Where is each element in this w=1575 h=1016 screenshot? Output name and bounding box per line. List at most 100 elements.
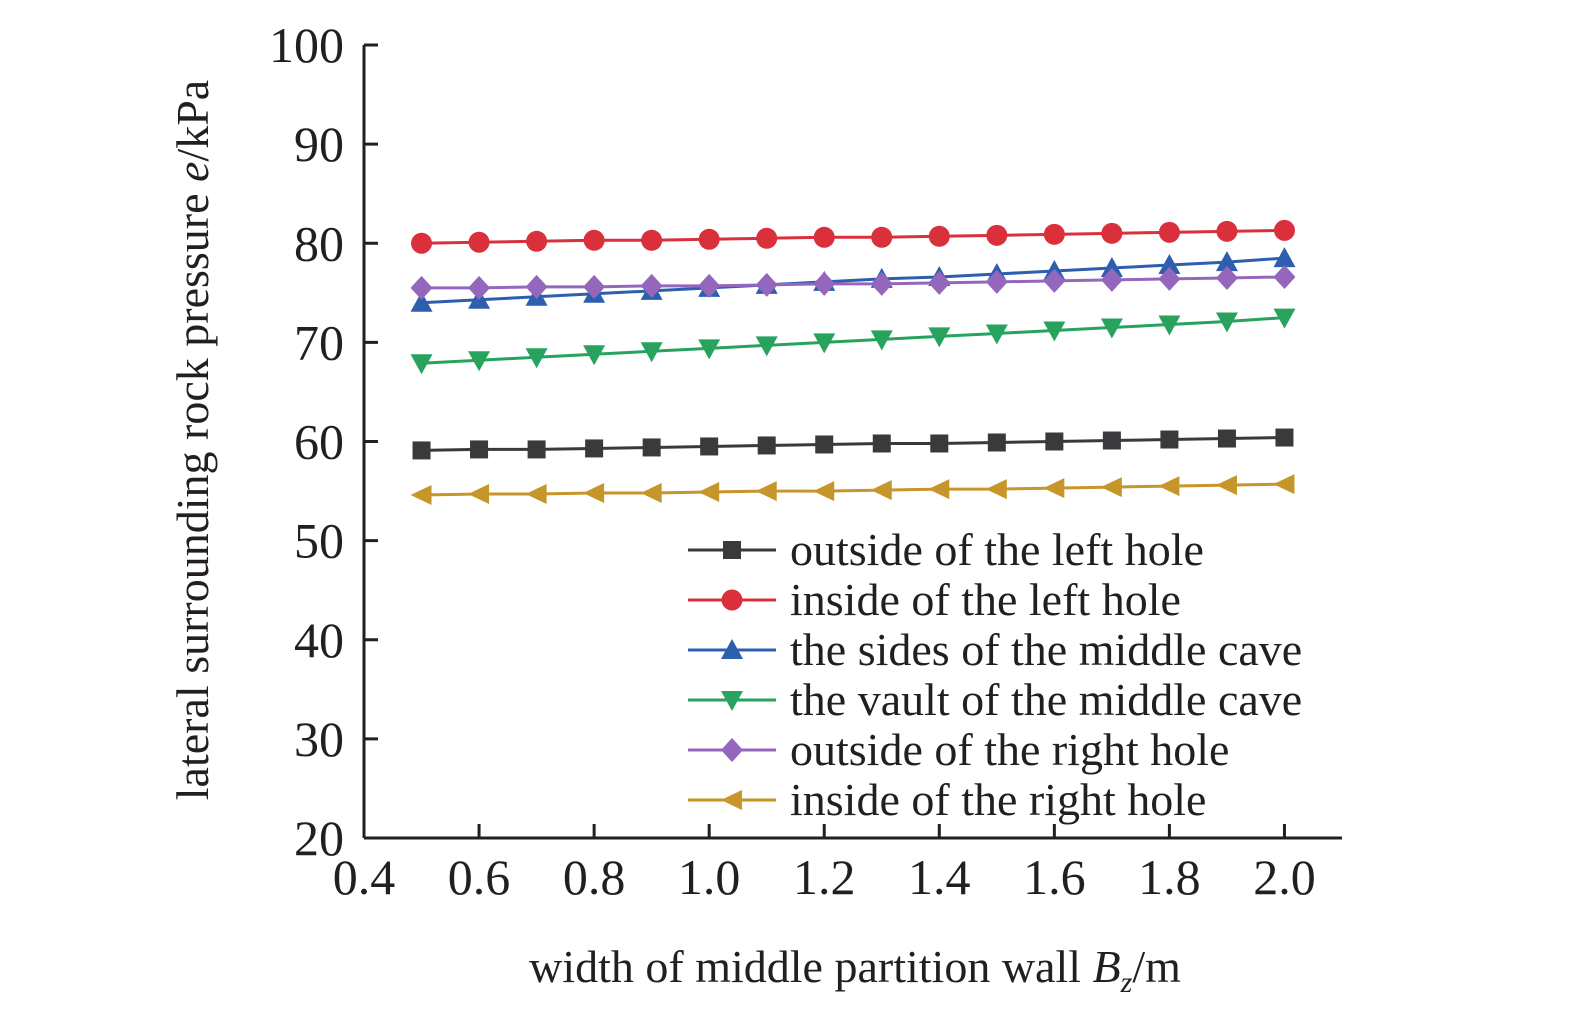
data-point [700,437,719,456]
data-point [1043,223,1065,245]
data-point [1158,315,1181,336]
legend-label: inside of the left hole [790,574,1181,625]
data-point [1273,474,1295,495]
data-point [585,439,604,458]
data-point [1043,478,1065,499]
legend-label: the sides of the middle cave [790,624,1302,675]
legend-swatch-marker [721,691,743,711]
legend-item: inside of the right hole [688,774,1206,825]
x-axis-title-pre: width of middle partition wall [529,941,1092,992]
data-point [410,485,432,506]
data-point [757,436,776,455]
series-layer [410,219,1296,506]
x-tick-label: 0.8 [563,849,626,905]
y-axis-title: lateral surrounding rock pressure e/kPa [167,80,218,800]
data-point [1043,321,1066,342]
series-line [421,228,1285,245]
data-point [1102,431,1121,450]
data-point [1101,222,1123,244]
legend-swatch-marker [721,589,743,611]
series-line [421,482,1285,497]
data-point [698,482,720,503]
series-outside-of-the-left-hole [412,428,1294,460]
y-tick-label: 20 [294,810,344,866]
x-tick-label: 1.4 [908,849,971,905]
y-tick-label: 90 [294,116,344,172]
series-inside-of-the-left-hole [411,219,1295,254]
data-point [470,440,489,459]
data-point [813,481,835,502]
x-axis-title-sub: z [1120,966,1133,999]
data-point [410,275,433,300]
data-point [1273,219,1295,241]
data-point [698,228,720,250]
data-point [698,273,721,298]
x-tick-label: 1.0 [678,849,741,905]
axes: 20 30 40 50 60 70 80 90 100 0.4 0.6 0.8 1.0 1.2 1.4 1.… [269,17,1342,905]
data-point [928,479,950,500]
data-point [640,483,662,504]
data-point [1158,476,1180,497]
data-point [1045,432,1064,451]
data-point [1273,308,1296,329]
data-point [755,336,778,357]
data-point [1215,475,1237,496]
x-axis-title: width of middle partition wall Bz/m [529,941,1181,999]
legend-label: inside of the right hole [790,774,1206,825]
data-point [1100,477,1122,498]
data-point [1158,266,1181,291]
data-point [583,483,605,504]
series-inside-of-the-right-hole [410,474,1295,506]
data-point [698,339,721,360]
data-point [985,479,1007,500]
series-line [421,316,1285,365]
series-line [421,256,1285,305]
legend-label: outside of the left hole [790,524,1204,575]
legend-label: outside of the right hole [790,724,1229,775]
data-point [1215,312,1238,333]
data-point [525,484,547,505]
data-point [1217,429,1236,448]
data-point [870,271,893,296]
data-point [1100,267,1123,292]
data-point [815,435,834,454]
data-point [1215,265,1238,290]
data-point [813,271,836,296]
data-point [412,441,431,460]
data-point [756,227,778,249]
data-point [928,270,951,295]
y-tick-label: 80 [294,215,344,271]
y-tick-label: 30 [294,711,344,767]
data-point [1100,257,1123,278]
legend-item: outside of the left hole [688,524,1204,575]
data-point [641,229,663,251]
legend-swatch-marker [721,790,742,810]
data-point [526,230,548,252]
data-point [930,434,949,453]
data-point [527,440,546,459]
data-point [410,354,433,375]
data-point [1160,430,1179,449]
data-point [985,324,1008,345]
data-point [640,342,663,363]
data-point [525,274,548,299]
data-point [755,272,778,297]
data-point [583,274,606,299]
data-point [1158,254,1181,275]
series-line [421,436,1285,452]
legend-swatch-marker [723,541,741,559]
data-point [928,225,950,247]
data-point [1158,221,1180,243]
legend-item: inside of the left hole [688,574,1181,625]
data-point [411,232,433,254]
x-tick-label: 0.4 [333,849,396,905]
data-point [1215,251,1238,272]
data-point [813,333,836,354]
data-point [410,291,433,312]
x-tick-label: 1.2 [793,849,856,905]
x-axis-title-var: B [1093,941,1121,992]
y-axis-ticks: 20 30 40 50 60 70 80 90 100 [269,17,378,866]
data-point [583,229,605,251]
